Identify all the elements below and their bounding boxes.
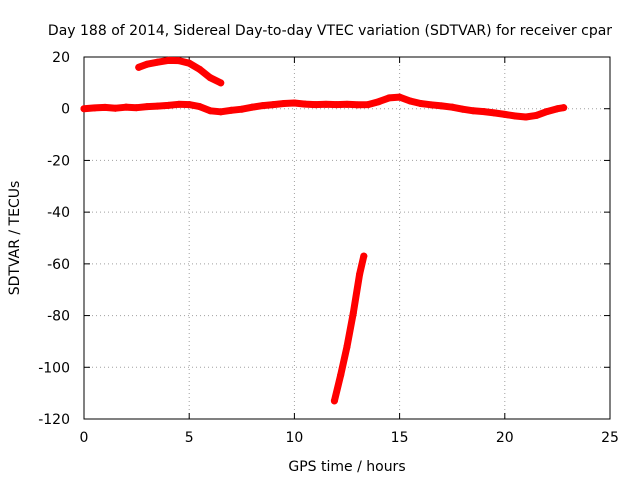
data-point bbox=[375, 98, 383, 106]
data-point bbox=[543, 108, 551, 116]
data-point bbox=[330, 397, 338, 405]
y-tick-label: -60 bbox=[47, 257, 70, 273]
data-point bbox=[532, 111, 540, 119]
data-point bbox=[154, 102, 162, 110]
x-tick-label: 25 bbox=[601, 430, 619, 446]
data-point bbox=[301, 100, 309, 108]
data-point bbox=[112, 104, 120, 112]
data-point bbox=[322, 100, 330, 108]
data-point bbox=[227, 106, 235, 114]
y-axis-label: SDTVAR / TECUs bbox=[7, 181, 23, 296]
x-tick-label: 0 bbox=[80, 430, 89, 446]
data-point bbox=[143, 60, 151, 68]
axis-ticks: 0 5 10 15 20 25 -120 -100 -80 -60 -40 -20 0 20 bbox=[38, 50, 619, 446]
y-tick-label: -80 bbox=[47, 309, 70, 325]
data-point bbox=[185, 101, 193, 109]
data-point bbox=[427, 101, 435, 109]
data-point bbox=[343, 343, 351, 351]
data-point bbox=[406, 97, 414, 105]
data-point bbox=[154, 58, 162, 66]
data-point bbox=[356, 270, 364, 278]
x-tick-label: 5 bbox=[185, 430, 194, 446]
data-point bbox=[164, 101, 172, 109]
data-point bbox=[196, 65, 204, 73]
data-point bbox=[206, 107, 214, 115]
data-point bbox=[80, 105, 88, 113]
data-point bbox=[480, 108, 488, 116]
data-point bbox=[206, 74, 214, 82]
plot-frame bbox=[83, 56, 611, 420]
grid bbox=[84, 57, 610, 419]
data-point bbox=[196, 103, 204, 111]
data-point bbox=[343, 100, 351, 108]
data-point bbox=[185, 59, 193, 67]
y-tick-label: -20 bbox=[47, 153, 70, 169]
y-tick-label: -40 bbox=[47, 205, 70, 221]
x-tick-label: 10 bbox=[285, 430, 303, 446]
data-point bbox=[238, 105, 246, 113]
data-point bbox=[511, 112, 519, 120]
data-point bbox=[337, 371, 345, 379]
data-point bbox=[448, 103, 456, 111]
data-point bbox=[501, 110, 509, 118]
data-point bbox=[164, 56, 172, 64]
data-point bbox=[354, 101, 362, 109]
data-point bbox=[349, 309, 357, 317]
data-point bbox=[396, 93, 404, 101]
data-point bbox=[101, 103, 109, 111]
data-point bbox=[269, 101, 277, 109]
data-point bbox=[469, 107, 477, 115]
x-axis-label: GPS time / hours bbox=[288, 459, 405, 475]
y-tick-label: -100 bbox=[38, 360, 70, 376]
data-point bbox=[560, 104, 568, 112]
data-point bbox=[385, 94, 393, 102]
data-point bbox=[290, 99, 298, 107]
chart-title: Day 188 of 2014, Sidereal Day-to-day VTE… bbox=[48, 23, 612, 39]
data-point bbox=[133, 104, 141, 112]
data-point bbox=[360, 252, 368, 260]
data-point bbox=[522, 113, 530, 121]
data-point bbox=[259, 102, 267, 110]
data-point bbox=[332, 101, 340, 109]
data-point bbox=[417, 100, 425, 108]
data-point bbox=[364, 101, 372, 109]
series-layer bbox=[80, 56, 568, 405]
series-descent-line bbox=[330, 252, 368, 405]
data-point bbox=[553, 105, 561, 113]
data-point bbox=[175, 57, 183, 65]
x-tick-label: 20 bbox=[496, 430, 514, 446]
data-point bbox=[91, 104, 99, 112]
data-point bbox=[248, 103, 256, 111]
y-tick-label: 0 bbox=[61, 102, 70, 118]
data-point bbox=[135, 63, 143, 71]
y-tick-label: 20 bbox=[52, 50, 70, 66]
data-point bbox=[143, 103, 151, 111]
data-point bbox=[311, 101, 319, 109]
data-point bbox=[122, 103, 130, 111]
data-point bbox=[459, 105, 467, 113]
data-point bbox=[217, 79, 225, 87]
x-tick-label: 15 bbox=[391, 430, 409, 446]
data-point bbox=[280, 100, 288, 108]
y-tick-label: -120 bbox=[38, 412, 70, 428]
data-point bbox=[175, 100, 183, 108]
data-point bbox=[217, 108, 225, 116]
data-point bbox=[438, 102, 446, 110]
data-point bbox=[490, 109, 498, 117]
